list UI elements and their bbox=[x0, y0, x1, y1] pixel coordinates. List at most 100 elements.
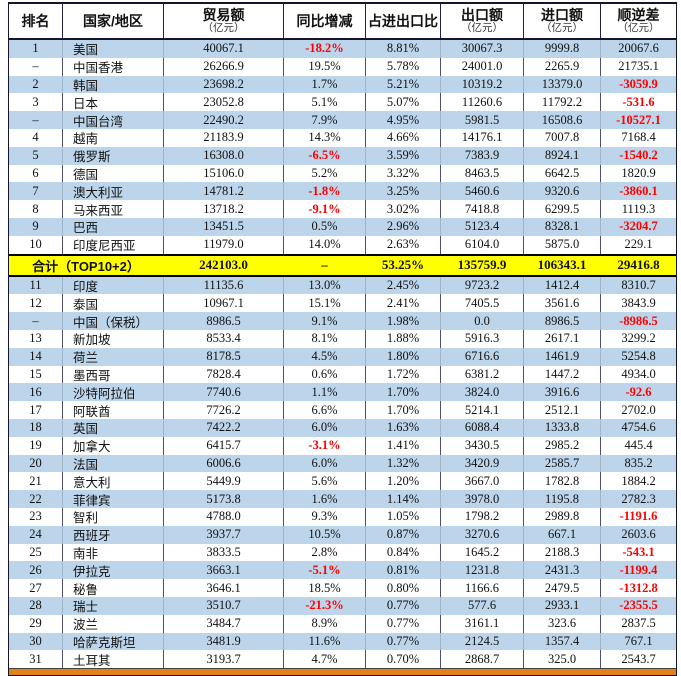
country-cell: 意大利 bbox=[63, 472, 164, 491]
trade-cell: 242103.0 bbox=[199, 257, 248, 273]
trade-cell: 5449.9 bbox=[164, 472, 284, 491]
yoy-cell: 0.6% bbox=[284, 365, 366, 384]
export-cell: 8463.5 bbox=[441, 164, 524, 183]
country-cell: 波兰 bbox=[63, 614, 164, 633]
country-cell: 哈萨克斯坦 bbox=[63, 632, 164, 651]
share-cell: 53.25% bbox=[381, 257, 425, 273]
col-header-share: 占进出口比 bbox=[366, 4, 441, 38]
yoy-cell: 5.2% bbox=[284, 164, 366, 183]
import-cell: 2479.5 bbox=[524, 579, 601, 597]
yoy-cell: 1.1% bbox=[284, 383, 366, 402]
trade-cell: 11135.6 bbox=[164, 276, 284, 295]
export-cell: 5460.6 bbox=[441, 182, 524, 201]
share-cell: 1.88% bbox=[366, 329, 441, 348]
yoy-cell: 0.5% bbox=[284, 217, 366, 236]
table-row: – 中国（保税） 8986.5 9.1% 1.98% 0.0 8986.5 -8986.5 bbox=[9, 312, 676, 330]
rank-cell: 17 bbox=[9, 401, 63, 419]
col-header-label: 排名 bbox=[21, 12, 50, 29]
balance-cell: 2702.0 bbox=[621, 402, 656, 417]
trade-cell: 4788.0 bbox=[164, 507, 284, 526]
share-cell: 0.77% bbox=[366, 614, 441, 633]
balance-cell: 1884.2 bbox=[621, 473, 656, 488]
table-row: 24 西班牙 3937.7 10.5% 0.87% 3270.6 667.1 2603.6 bbox=[9, 525, 676, 544]
col-header-label: 顺逆差 bbox=[617, 7, 660, 24]
country-cell: 土耳其 bbox=[63, 650, 164, 669]
balance-cell: 20067.6 bbox=[618, 41, 659, 56]
balance-cell: -531.6 bbox=[622, 94, 655, 109]
col-header-country: 国家/地区 bbox=[63, 4, 164, 38]
import-cell: 1412.4 bbox=[524, 276, 601, 295]
share-cell: 1.70% bbox=[366, 383, 441, 402]
trade-cell: 3510.7 bbox=[164, 596, 284, 615]
rank-cell: 11 bbox=[9, 276, 63, 295]
trade-cell: 10967.1 bbox=[164, 294, 284, 313]
share-cell: 5.78% bbox=[366, 57, 441, 76]
share-cell: 4.66% bbox=[366, 128, 441, 147]
import-cell: 1461.9 bbox=[524, 347, 601, 366]
table-row: 8 马来西亚 13718.2 -9.1% 3.02% 7418.8 6299.5 1119.3 bbox=[9, 200, 676, 218]
balance-cell: 4934.0 bbox=[621, 366, 656, 381]
import-cell: 2933.1 bbox=[524, 596, 601, 615]
import-cell: 1782.8 bbox=[524, 472, 601, 491]
import-cell: 3561.6 bbox=[524, 294, 601, 313]
trade-cell: 8178.5 bbox=[164, 347, 284, 366]
balance-cell: 2782.3 bbox=[621, 491, 656, 506]
rank-cell: 30 bbox=[9, 632, 63, 651]
balance-cell: 1820.9 bbox=[621, 165, 656, 180]
yoy-cell: 9.1% bbox=[284, 312, 366, 330]
table-row: 9 巴西 13451.5 0.5% 2.96% 5123.4 8328.1 -3204.7 bbox=[9, 217, 676, 236]
balance-cell: -2355.5 bbox=[619, 598, 658, 613]
country-cell: 日本 bbox=[63, 93, 164, 112]
export-cell: 6104.0 bbox=[441, 235, 524, 254]
col-header-trade: 贸易额 （亿元） bbox=[164, 4, 284, 38]
balance-cell: 21735.1 bbox=[618, 59, 659, 74]
col-header-unit: （亿元） bbox=[541, 22, 583, 34]
summary-row: 合计（TOP10+2） 242103.0 – 53.25% 135759.9 106343… bbox=[9, 253, 676, 277]
col-header-label: 同比增减 bbox=[296, 12, 353, 29]
yoy-cell: -1.8% bbox=[284, 182, 366, 201]
col-header-label: 占进出口比 bbox=[368, 12, 438, 29]
country-cell: 印度 bbox=[63, 276, 164, 295]
share-cell: 1.70% bbox=[366, 401, 441, 419]
balance-cell: -3059.9 bbox=[619, 76, 658, 91]
yoy-cell: 6.0% bbox=[284, 418, 366, 437]
trade-cell: 5173.8 bbox=[164, 490, 284, 508]
rank-cell: 31 bbox=[9, 650, 63, 669]
rank-cell: 27 bbox=[9, 579, 63, 597]
country-cell: 印度尼西亚 bbox=[63, 235, 164, 254]
col-header-balance: 顺逆差 （亿元） bbox=[601, 4, 676, 38]
rank-cell: 3 bbox=[9, 93, 63, 112]
trade-cell: 6415.7 bbox=[164, 436, 284, 455]
export-cell: 14176.1 bbox=[441, 128, 524, 147]
table-row: 1 美国 40067.1 -18.2% 8.81% 30067.3 9999.8 20067.… bbox=[9, 40, 676, 58]
country-cell: 中国台湾 bbox=[63, 111, 164, 129]
col-header-export: 出口额 （亿元） bbox=[441, 4, 524, 38]
table-row: 7 澳大利亚 14781.2 -1.8% 3.25% 5460.6 9320.6 -3860.… bbox=[9, 182, 676, 201]
import-cell: 8986.5 bbox=[524, 312, 601, 330]
import-cell: 323.6 bbox=[524, 614, 601, 633]
export-cell: 3420.9 bbox=[441, 454, 524, 473]
yoy-cell: 19.5% bbox=[284, 57, 366, 76]
share-cell: 3.02% bbox=[366, 200, 441, 218]
yoy-cell: 11.6% bbox=[284, 632, 366, 651]
trade-cell: 3663.1 bbox=[164, 561, 284, 580]
export-cell: 24001.0 bbox=[441, 57, 524, 76]
trade-cell: 7828.4 bbox=[164, 365, 284, 384]
share-cell: 2.41% bbox=[366, 294, 441, 313]
trade-cell: 3193.7 bbox=[164, 650, 284, 669]
share-cell: 0.77% bbox=[366, 596, 441, 615]
table-row: 6 德国 15106.0 5.2% 3.32% 8463.5 6642.5 1820.9 bbox=[9, 164, 676, 183]
share-cell: 3.59% bbox=[366, 146, 441, 165]
import-cell: 2431.3 bbox=[524, 561, 601, 580]
yoy-cell: 9.3% bbox=[284, 507, 366, 526]
yoy-cell: – bbox=[321, 257, 328, 273]
balance-cell: -3860.1 bbox=[619, 183, 658, 198]
balance-cell: -10527.1 bbox=[616, 112, 661, 127]
import-cell: 13379.0 bbox=[524, 75, 601, 94]
country-cell: 伊拉克 bbox=[63, 561, 164, 580]
share-cell: 2.63% bbox=[366, 235, 441, 254]
col-header-unit: （亿元） bbox=[461, 22, 503, 34]
rank-cell: 1 bbox=[9, 40, 63, 58]
country-cell: 巴西 bbox=[63, 217, 164, 236]
yoy-cell: 13.0% bbox=[284, 276, 366, 295]
